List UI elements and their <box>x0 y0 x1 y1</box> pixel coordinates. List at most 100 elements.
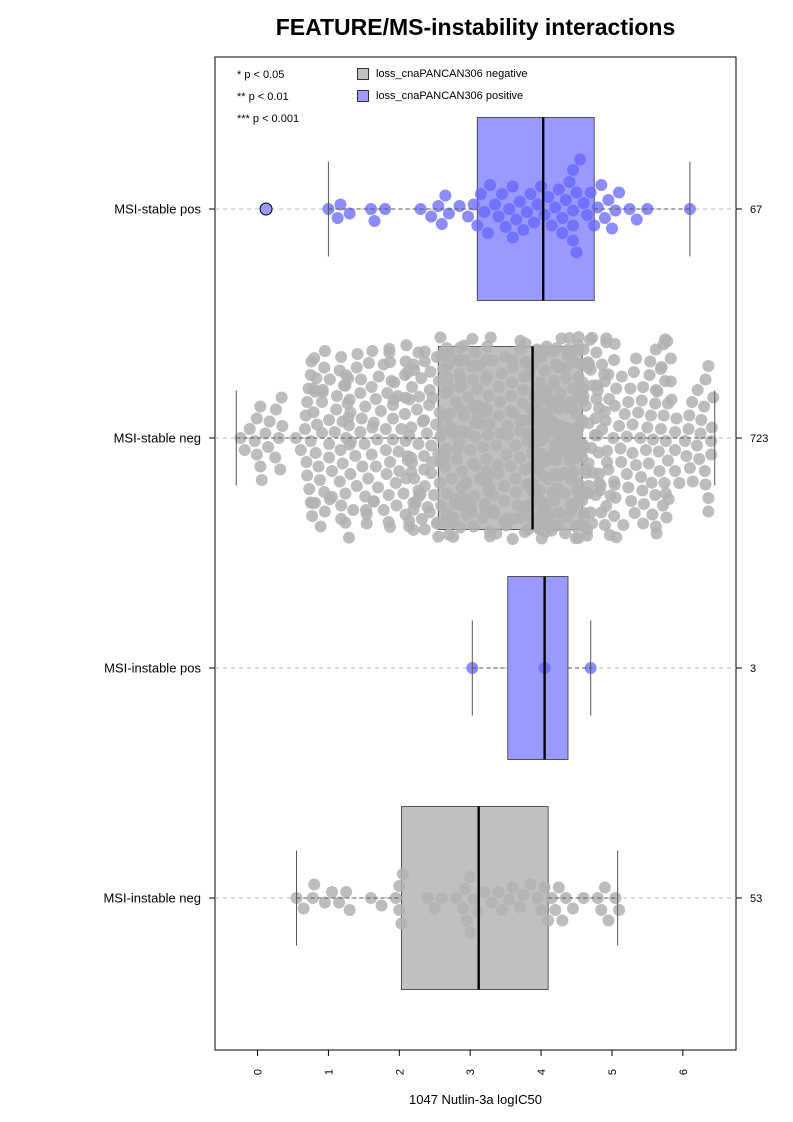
data-point <box>644 356 656 368</box>
data-point <box>556 915 568 927</box>
data-point <box>574 154 586 166</box>
data-point <box>658 410 670 422</box>
data-point <box>390 500 402 512</box>
data-point <box>299 423 311 435</box>
data-point <box>461 915 473 927</box>
data-point <box>471 220 483 232</box>
data-point <box>595 904 607 916</box>
data-point <box>669 426 681 438</box>
data-point <box>376 900 388 912</box>
data-point <box>399 408 411 420</box>
x-tick-label: 3 <box>465 1069 477 1075</box>
data-point <box>305 435 317 447</box>
data-point <box>432 531 444 543</box>
data-point <box>424 366 436 378</box>
data-point <box>706 422 718 434</box>
data-point <box>542 915 554 927</box>
data-point <box>454 521 466 533</box>
data-point <box>590 347 602 359</box>
data-point <box>471 906 483 918</box>
data-point <box>477 441 489 453</box>
data-point <box>383 489 395 501</box>
data-point <box>571 247 583 259</box>
data-point <box>635 471 647 483</box>
data-point <box>662 455 674 467</box>
data-point <box>567 903 579 915</box>
data-point <box>422 892 434 904</box>
data-point <box>274 464 286 476</box>
data-point <box>249 435 261 447</box>
data-point <box>651 386 663 398</box>
data-point <box>559 527 571 539</box>
data-point <box>373 371 385 383</box>
data-point <box>372 482 384 494</box>
data-point <box>432 200 444 212</box>
data-point <box>254 401 266 413</box>
data-point <box>408 473 420 485</box>
data-point <box>440 443 452 455</box>
data-point <box>621 431 633 443</box>
data-point <box>362 473 374 485</box>
data-point <box>535 904 547 916</box>
data-point <box>383 343 395 355</box>
data-point <box>585 506 597 518</box>
data-point <box>560 372 572 384</box>
data-point <box>359 401 371 413</box>
data-point <box>630 459 642 471</box>
data-point <box>585 364 597 376</box>
data-point <box>351 480 363 492</box>
data-point <box>699 465 711 477</box>
data-point <box>539 209 551 221</box>
data-point <box>485 897 497 909</box>
data-point <box>419 523 431 535</box>
data-point <box>469 431 481 443</box>
significance-note-1: * p < 0.05 <box>237 69 284 81</box>
data-point <box>636 395 648 407</box>
data-point <box>454 436 466 448</box>
data-point <box>692 384 704 396</box>
data-point <box>239 444 251 456</box>
data-point <box>446 473 458 485</box>
data-point <box>483 390 495 402</box>
data-point <box>380 423 392 435</box>
data-point <box>331 390 343 402</box>
data-point <box>344 904 356 916</box>
data-point <box>344 468 356 480</box>
data-point <box>609 400 621 412</box>
data-point <box>484 179 496 191</box>
data-point <box>556 212 568 224</box>
data-point <box>316 427 328 439</box>
data-point <box>705 449 717 461</box>
data-point <box>264 416 276 428</box>
data-point <box>460 476 472 488</box>
data-point <box>340 886 352 898</box>
data-point <box>596 359 608 371</box>
data-point <box>658 477 670 489</box>
data-point <box>309 497 321 509</box>
x-tick-label: 4 <box>536 1069 548 1075</box>
legend-label-negative: loss_cnaPANCAN306 negative <box>376 68 527 80</box>
data-point <box>601 445 613 457</box>
data-point <box>614 443 626 455</box>
significance-note-2: ** p < 0.01 <box>237 91 289 103</box>
data-point <box>339 517 351 529</box>
data-point <box>483 418 495 430</box>
data-point <box>406 457 418 469</box>
data-point <box>390 477 402 489</box>
data-point <box>464 871 476 883</box>
group-count: 67 <box>750 204 762 216</box>
data-point <box>585 187 597 199</box>
data-point <box>487 355 499 367</box>
data-point <box>510 473 522 485</box>
data-point <box>429 903 441 915</box>
data-point <box>464 444 476 456</box>
data-point <box>631 214 643 226</box>
data-point <box>637 381 649 393</box>
data-point <box>600 415 612 427</box>
data-point <box>295 444 307 456</box>
data-point <box>480 402 492 414</box>
data-point <box>655 423 667 435</box>
data-point <box>528 217 540 229</box>
data-point <box>645 410 657 422</box>
